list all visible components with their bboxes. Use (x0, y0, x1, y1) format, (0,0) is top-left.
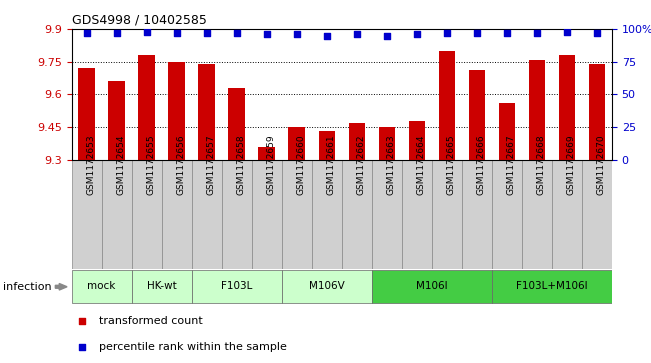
Point (502, 30, 512, 36)
Bar (318, 131, 335, 160)
Text: GSM1172668: GSM1172668 (537, 135, 546, 196)
Text: F103L+M106I: F103L+M106I (516, 281, 588, 291)
Bar (252, 160, 282, 269)
Bar (402, 160, 432, 269)
Bar (462, 160, 492, 269)
Text: GSM1172664: GSM1172664 (417, 135, 426, 195)
Text: GSM1172658: GSM1172658 (237, 135, 245, 196)
Bar (378, 127, 395, 160)
Bar (439, 51, 455, 160)
Text: GSM1172666: GSM1172666 (477, 135, 486, 196)
Bar (432, 160, 462, 269)
Bar (72, 270, 132, 303)
Point (232, 30, 242, 36)
Point (141, 29, 152, 34)
Bar (492, 160, 522, 269)
Text: GSM1172659: GSM1172659 (267, 135, 276, 196)
Bar (78, 68, 95, 160)
Bar (191, 160, 222, 269)
Point (77, 318, 88, 324)
Bar (132, 160, 161, 269)
Text: infection: infection (3, 282, 52, 292)
Bar (589, 64, 605, 160)
Text: GSM1172669: GSM1172669 (567, 135, 576, 196)
Point (77, 344, 88, 350)
Bar (169, 62, 185, 160)
Bar (132, 270, 191, 303)
Bar (258, 147, 275, 160)
Bar (72, 160, 102, 269)
Point (81, 30, 92, 36)
Bar (499, 103, 515, 160)
Text: GDS4998 / 10402585: GDS4998 / 10402585 (72, 13, 206, 26)
Bar (372, 270, 492, 303)
Text: mock: mock (87, 281, 116, 291)
Bar (469, 70, 485, 160)
Bar (229, 88, 245, 160)
Point (292, 31, 302, 37)
Bar (191, 270, 282, 303)
Point (471, 30, 482, 36)
Text: M106I: M106I (416, 281, 448, 291)
Bar (348, 123, 365, 160)
Point (532, 30, 542, 36)
Point (381, 33, 392, 38)
Text: transformed count: transformed count (99, 316, 202, 326)
Bar (492, 270, 612, 303)
Text: GSM1172663: GSM1172663 (387, 135, 396, 196)
Bar (282, 270, 372, 303)
Text: GSM1172654: GSM1172654 (117, 135, 126, 195)
Point (322, 33, 332, 38)
Text: percentile rank within the sample: percentile rank within the sample (99, 342, 286, 352)
Bar (552, 160, 582, 269)
Text: GSM1172653: GSM1172653 (87, 135, 96, 196)
Text: GSM1172655: GSM1172655 (146, 135, 156, 196)
Bar (199, 64, 215, 160)
Text: HK-wt: HK-wt (146, 281, 176, 291)
Text: GSM1172670: GSM1172670 (597, 135, 606, 196)
Bar (139, 55, 155, 160)
Text: F103L: F103L (221, 281, 253, 291)
Text: GSM1172665: GSM1172665 (447, 135, 456, 196)
Bar (409, 121, 425, 160)
Bar (529, 60, 545, 160)
Bar (582, 160, 612, 269)
Bar (372, 160, 402, 269)
Text: GSM1172667: GSM1172667 (507, 135, 516, 196)
Bar (559, 55, 575, 160)
Bar (282, 160, 312, 269)
Text: GSM1172660: GSM1172660 (297, 135, 306, 196)
Bar (161, 160, 191, 269)
Text: GSM1172661: GSM1172661 (327, 135, 336, 196)
Bar (342, 160, 372, 269)
Point (111, 30, 122, 36)
Point (352, 31, 362, 37)
Bar (222, 160, 252, 269)
Bar (108, 81, 125, 160)
Point (411, 31, 422, 37)
Point (562, 29, 572, 34)
Bar (312, 160, 342, 269)
Text: GSM1172662: GSM1172662 (357, 135, 366, 195)
Text: GSM1172657: GSM1172657 (207, 135, 215, 196)
Point (171, 30, 182, 36)
Bar (522, 160, 552, 269)
Point (202, 30, 212, 36)
Point (262, 31, 272, 37)
Point (441, 30, 452, 36)
Point (592, 30, 602, 36)
Text: M106V: M106V (309, 281, 344, 291)
Text: GSM1172656: GSM1172656 (176, 135, 186, 196)
Bar (102, 160, 132, 269)
Bar (288, 127, 305, 160)
